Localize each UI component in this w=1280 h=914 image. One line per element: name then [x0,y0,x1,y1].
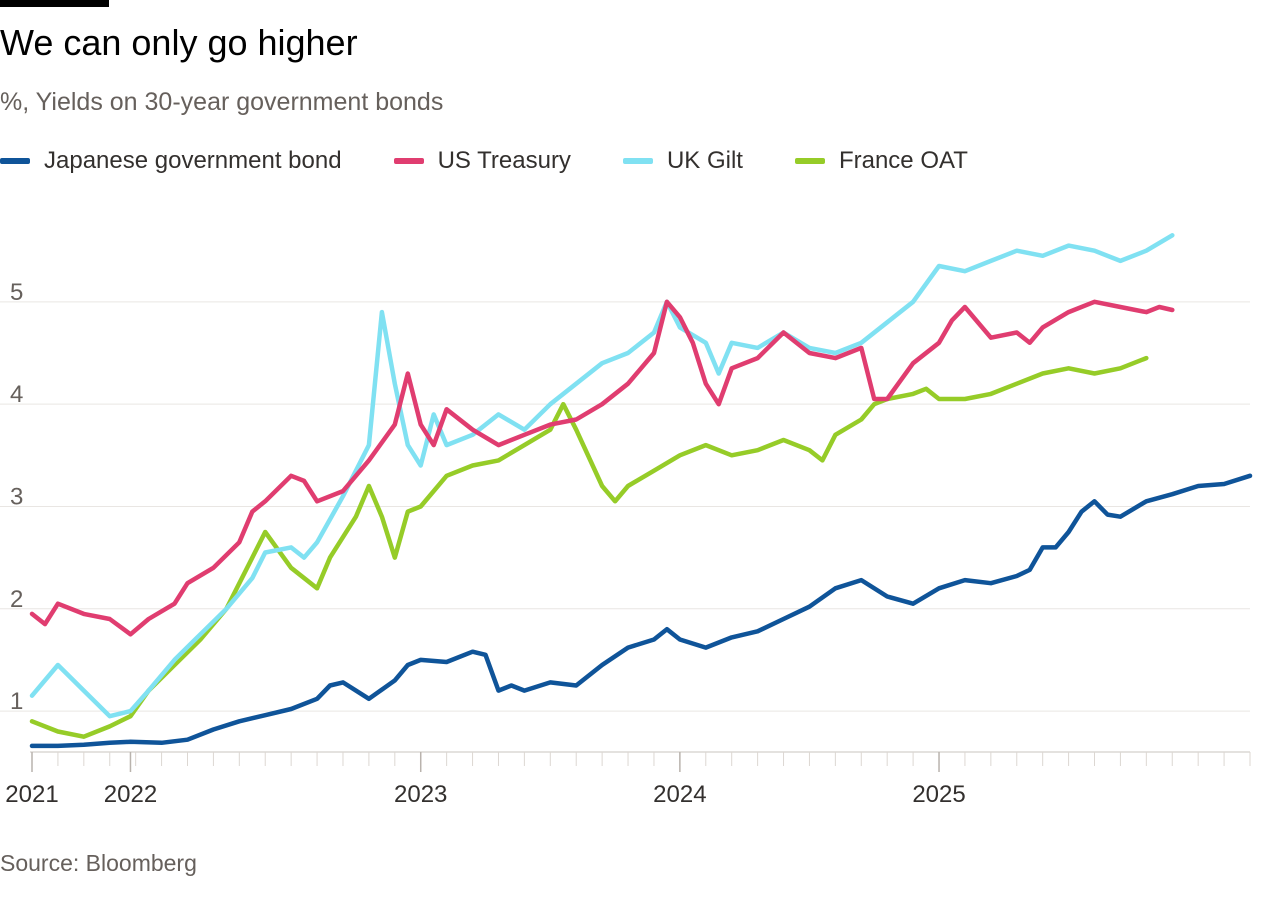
legend-label-france-oat: France OAT [838,147,968,174]
y-axis: 1 2 3 4 5 [10,279,23,715]
series-lines [29,233,1253,749]
legend-item-jgb[interactable]: Japanese government bond [0,147,342,175]
y-tick-label: 2 [10,586,23,613]
y-tick-label: 5 [10,279,23,306]
legend-item-france-oat[interactable]: France OAT [794,147,968,175]
x-axis: 2021 2022 2023 2024 2025 [5,751,1251,808]
legend-swatch-us-treasury [393,158,424,164]
legend-label-us-treasury: US Treasury [437,147,571,174]
legend-swatch-uk-gilt [622,158,653,164]
x-tick-label-2025: 2025 [912,781,965,808]
legend-item-uk-gilt[interactable]: UK Gilt [622,147,743,175]
y-tick-label: 1 [10,688,23,715]
legend-swatch-france-oat [794,158,825,164]
y-tick-label: 4 [10,381,23,408]
legend-label-uk-gilt: UK Gilt [666,147,743,174]
y-tick-label: 3 [10,483,23,510]
line-chart: 2021 2022 2023 2024 2025 1 2 3 4 5 [0,233,1253,808]
x-tick-label-2023: 2023 [394,781,447,808]
gridlines [0,301,1250,712]
x-tick-label-2021: 2021 [5,781,58,808]
source-note: Source: Bloomberg [0,850,197,876]
chart-legend: Japanese government bond US Treasury UK … [0,144,1020,178]
chart-title: We can only go higher [0,22,358,63]
legend-item-us-treasury[interactable]: US Treasury [393,147,571,175]
series-line-uk-gilt [29,233,1175,719]
x-tick-label-2024: 2024 [653,781,706,808]
header-rule [0,0,109,7]
series-line-japanese-government-bond [29,473,1253,749]
series-line-france-oat [29,355,1149,739]
chart-subtitle: %, Yields on 30-year government bonds [0,88,444,116]
x-tick-label-2022: 2022 [104,781,157,808]
legend-label-jgb: Japanese government bond [44,147,342,174]
series-line-us-treasury [29,299,1175,637]
legend-swatch-jgb [0,158,30,164]
